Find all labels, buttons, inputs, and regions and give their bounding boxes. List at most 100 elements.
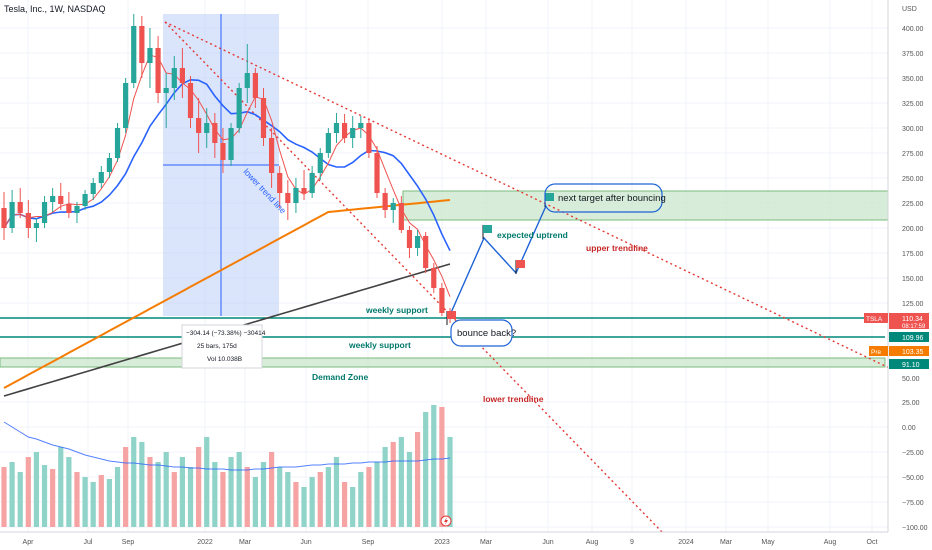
price-tick: 200.00 — [902, 226, 924, 233]
volume-bar — [374, 462, 380, 527]
candle-body — [187, 83, 194, 118]
volume-bar — [82, 477, 88, 527]
volume-bar — [447, 437, 453, 527]
price-badge-tag-label: TSLA — [866, 316, 883, 323]
candle-body — [317, 153, 323, 173]
volume-bar — [139, 442, 145, 527]
candle-body — [236, 88, 242, 128]
price-tick: 175.00 — [902, 251, 924, 258]
volume-bar — [390, 442, 396, 527]
target-zone[interactable] — [402, 190, 926, 221]
price-tick: 25.00 — [902, 400, 920, 407]
candle-body — [269, 138, 275, 173]
price-badge-value: 110.34 — [902, 316, 923, 323]
price-tick: 0.00 — [902, 425, 916, 432]
next-target-box[interactable] — [544, 183, 663, 213]
price-tick: 150.00 — [902, 276, 924, 283]
measure-tooltip — [181, 324, 263, 369]
volume-bar — [252, 477, 258, 527]
volume-bar — [90, 482, 96, 527]
candle-body — [358, 123, 364, 128]
time-label: Aug — [824, 539, 837, 546]
volume-bar — [147, 457, 153, 527]
volume-bar — [301, 487, 307, 527]
volume-bar — [187, 467, 194, 527]
candle-body — [74, 206, 80, 213]
time-axis-background — [0, 532, 888, 550]
candle-body — [341, 123, 348, 138]
price-axis-unit: USD — [902, 6, 917, 13]
time-axis-labels[interactable]: Apr Jul Sep 2022 Mar Jun Sep 2023 Mar Jun Aug 9 2024… — [23, 539, 878, 546]
time-label: Aug — [586, 539, 599, 546]
price-tick: 225.00 — [902, 201, 924, 208]
time-label: Mar — [720, 539, 733, 546]
volume-bar — [423, 412, 429, 527]
candle-body — [114, 128, 121, 158]
price-tick: 325.00 — [902, 101, 924, 108]
time-label: Oct — [867, 539, 878, 546]
flag-icon — [516, 260, 525, 268]
candle-body — [66, 204, 72, 213]
volume-bar — [350, 487, 356, 527]
price-tick: 125.00 — [902, 301, 924, 308]
time-label: 2022 — [197, 539, 213, 546]
price-tick: −50.00 — [902, 475, 924, 482]
candle-body — [106, 158, 113, 172]
candle-body — [25, 213, 31, 228]
candle-body — [228, 128, 234, 160]
ma-slow-line — [3, 199, 451, 389]
candle-body — [41, 202, 48, 223]
candle-body — [325, 133, 331, 153]
price-axis-ticks[interactable]: 400.00 375.00 350.00 325.00 300.00 275.00 250.… — [902, 26, 928, 532]
symbol-title: Tesla, Inc., 1W, NASDAQ — [4, 4, 106, 14]
volume-bar — [171, 472, 177, 527]
volume-bar — [98, 475, 104, 527]
candle-body — [414, 236, 421, 248]
volume-bar — [439, 407, 445, 527]
projection-path[interactable] — [449, 205, 547, 316]
volume-bar — [317, 472, 323, 527]
volume-bar — [309, 477, 315, 527]
price-badge — [889, 313, 929, 329]
candle-body — [155, 48, 161, 93]
candle-body — [147, 48, 153, 63]
candle-body — [301, 188, 307, 193]
time-label: Apr — [23, 539, 35, 546]
candle-body — [171, 68, 177, 88]
time-label: Jul — [84, 539, 93, 546]
lower-trendline[interactable] — [164, 21, 663, 533]
candle-body — [90, 183, 96, 194]
bounce-back-label: bounce back? — [457, 328, 516, 339]
price-tick: −100.00 — [902, 525, 928, 532]
time-label: Jun — [300, 539, 311, 546]
volume-oscillator-average — [3, 421, 451, 471]
demand-zone[interactable] — [0, 357, 886, 368]
price-badge-value: 103.35 — [902, 349, 924, 356]
candle-body — [423, 236, 429, 268]
volume-bar — [179, 457, 185, 527]
volume-bar — [398, 437, 404, 527]
bounce-back-box[interactable] — [450, 319, 513, 347]
volume-bar — [25, 457, 31, 527]
upper-trendline-label: upper trendline — [586, 243, 648, 253]
price-badge — [889, 359, 929, 369]
volume-bar — [260, 462, 267, 527]
candle-body — [277, 173, 283, 193]
price-badge — [889, 346, 929, 356]
candle-body — [98, 172, 104, 183]
time-label: 2024 — [678, 539, 694, 546]
candle-body — [366, 123, 372, 153]
price-tick: 375.00 — [902, 51, 924, 58]
price-badge-value: 91.10 — [902, 362, 920, 369]
candle-body — [309, 173, 315, 193]
volume-bar — [114, 467, 121, 527]
candle-body — [131, 26, 137, 83]
candle-body — [123, 83, 129, 128]
candle-body — [374, 153, 380, 193]
candle-body — [1, 208, 7, 228]
candle-body — [212, 123, 218, 143]
volume-bar — [366, 467, 372, 527]
